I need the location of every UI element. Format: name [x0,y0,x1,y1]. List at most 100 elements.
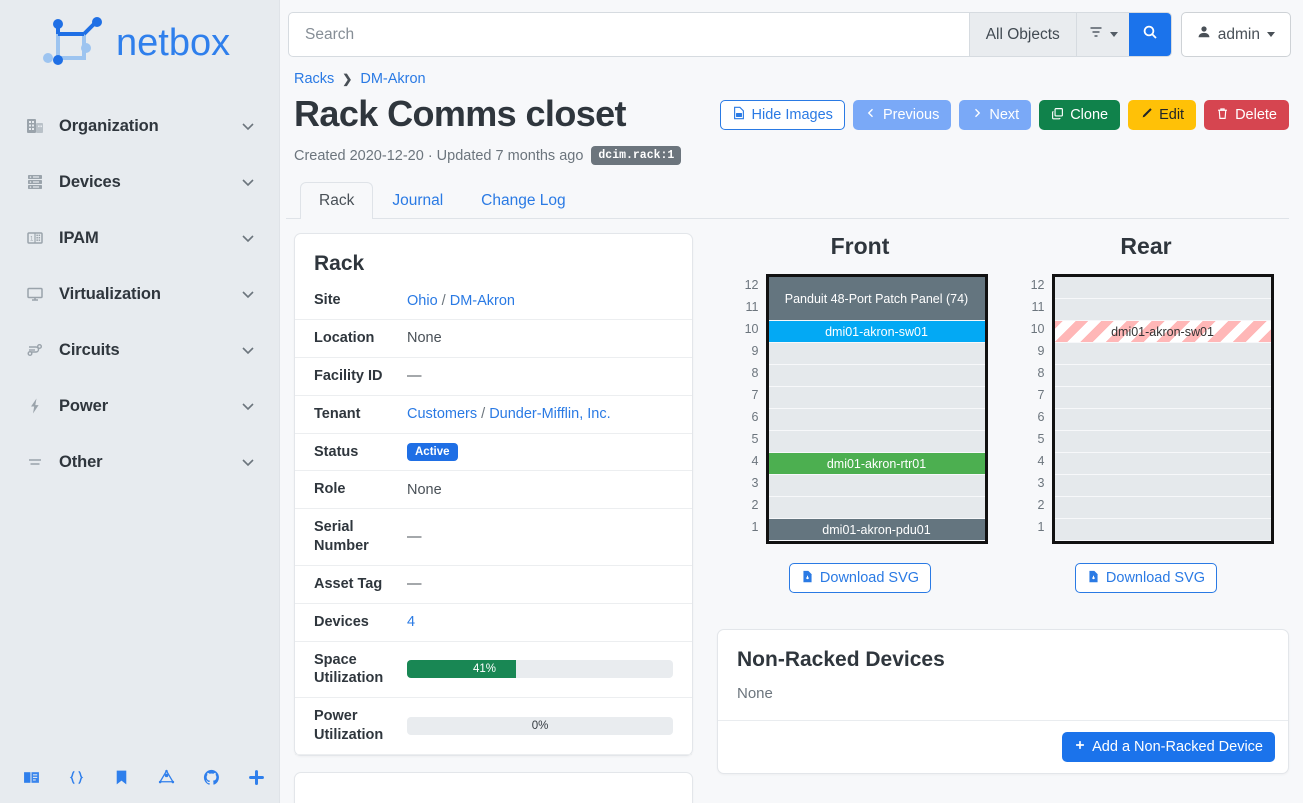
rack-unit-slot[interactable] [1054,387,1271,410]
rack-unit-number: 3 [751,476,759,491]
search-scope-select[interactable]: All Objects [968,13,1076,56]
action-buttons: Hide Images Previous Next [719,92,1289,130]
devices-count-link[interactable]: 4 [407,614,416,631]
breadcrumb-item-racks[interactable]: Racks [294,71,335,87]
netbox-logo[interactable]: netbox [0,0,279,76]
tab-journal[interactable]: Journal [392,192,444,210]
hide-images-button[interactable]: Hide Images [719,100,845,130]
chevron-down-icon[interactable] [239,229,257,247]
search-group: All Objects [288,12,1172,57]
breadcrumb-separator: ❯ [342,72,353,86]
delete-button[interactable]: Delete [1204,100,1289,130]
rack-device[interactable]: dmi01-akron-sw01 [1054,321,1271,344]
previous-button[interactable]: Previous [852,100,952,130]
rack-unit-slot[interactable] [1054,431,1271,454]
tenant-link[interactable]: Dunder-Mifflin, Inc. [489,406,611,423]
power-utilization-bar: 0% [407,717,673,736]
sidebar-item-organization[interactable]: Organization [0,98,279,154]
download-svg-rear-button[interactable]: Download SVG [1074,563,1218,594]
rack-unit-slot[interactable] [1054,409,1271,432]
rack-unit-number: 5 [751,432,759,447]
rack-unit-slot[interactable] [768,497,985,520]
sidebar-item-virtualization[interactable]: Virtualization [0,266,279,322]
rack-device[interactable]: dmi01-akron-rtr01 [768,453,985,476]
chevron-down-icon[interactable] [239,117,257,135]
non-racked-devices-empty: None [737,685,773,703]
row-key: Space Utilization [314,651,384,687]
front-download-row: Download SVG [788,563,932,594]
rack-device[interactable]: dmi01-akron-sw01 [768,321,985,344]
breadcrumb-item-site[interactable]: DM-Akron [360,71,426,87]
rack-unit-slot[interactable] [1054,497,1271,520]
rack-unit-slot[interactable] [1054,519,1271,542]
rack-unit-slot[interactable] [1054,453,1271,476]
main-area: All Objects admin [280,0,1303,803]
download-svg-front-button[interactable]: Download SVG [788,563,932,594]
edit-button[interactable]: Edit [1128,100,1197,130]
sidebar-item-power[interactable]: Power [0,378,279,434]
graphql-icon[interactable] [158,769,175,786]
rack-unit-number: 2 [1037,498,1045,513]
sidebar-item-ipam[interactable]: 1 IPAM [0,210,279,266]
chevron-down-icon[interactable] [239,285,257,303]
rack-unit-slot[interactable] [1054,299,1271,322]
add-non-racked-device-button[interactable]: Add a Non-Racked Device [1062,732,1275,763]
hide-images-label: Hide Images [751,107,833,123]
chevron-down-icon[interactable] [239,397,257,415]
rack-unit-number: 7 [751,388,759,403]
page-header: Racks ❯ DM-Akron Rack Comms closet Hide … [280,65,1303,220]
rack-device[interactable]: Panduit 48-Port Patch Panel (74) [768,277,985,322]
svg-text:1: 1 [30,237,34,243]
slack-icon[interactable] [248,769,265,786]
non-racked-devices-footer: Add a Non-Racked Device [718,720,1288,773]
lightning-bolt-icon [24,395,46,417]
rack-unit-slot[interactable] [1054,277,1271,300]
rack-unit-number: 10 [1030,322,1045,337]
rear-elevation: Rear 12 11 10 9 8 7 6 5 4 3 2 1 dmi01-akron-sw01 Do… [1003,233,1289,594]
rack-unit-slot[interactable] [768,365,985,388]
user-menu-button[interactable]: admin [1180,12,1291,57]
sidebar-item-devices[interactable]: Devices [0,154,279,210]
rack-unit-slot[interactable] [1054,475,1271,498]
search-submit-button[interactable] [1128,13,1171,56]
chevron-down-icon[interactable] [239,173,257,191]
table-row: Role None [295,471,692,509]
sidebar-item-circuits[interactable]: Circuits [0,322,279,378]
site-link[interactable]: DM-Akron [449,292,515,309]
rack-unit-number: 9 [1037,344,1045,359]
tab-rack[interactable]: Rack [300,182,374,220]
rack-unit-slot[interactable] [768,475,985,498]
rack-unit-number: 11 [1031,300,1045,315]
rack-device[interactable]: dmi01-akron-pdu01 [768,519,985,542]
search-input[interactable] [289,13,969,56]
tenant-group-link[interactable]: Customers [407,406,478,423]
bookmark-icon[interactable] [113,769,130,786]
api-braces-icon[interactable] [68,769,85,786]
rack-unit-slot[interactable] [1054,365,1271,388]
site-region-link[interactable]: Ohio [407,292,438,309]
search-filter-button[interactable] [1075,13,1129,56]
rack-unit-number: 5 [1037,432,1045,447]
rack-unit-number: 4 [751,454,759,469]
rack-unit-slot[interactable] [1054,343,1271,366]
rack-unit-slot[interactable] [768,343,985,366]
next-button[interactable]: Next [959,100,1032,130]
tab-change-log[interactable]: Change Log [481,192,566,210]
row-key: Tenant [314,405,361,422]
clone-button[interactable]: Clone [1039,100,1121,130]
sidebar-item-other[interactable]: Other [0,434,279,490]
sidebar-item-label: Virtualization [59,284,161,303]
rack-unit-number: 6 [1037,410,1045,425]
front-elevation: Front 12 11 10 9 8 7 6 5 4 3 2 1 Panduit 48-Port Pa… [717,233,1003,594]
row-key: Power Utilization [314,708,384,744]
chevron-down-icon[interactable] [239,341,257,359]
table-row: Asset Tag — [295,565,692,604]
github-icon[interactable] [203,769,220,786]
docs-book-icon[interactable] [23,769,40,786]
rack-unit-number: 10 [744,322,759,337]
rack-unit-slot[interactable] [768,387,985,410]
rack-unit-slot[interactable] [768,409,985,432]
chevron-down-icon[interactable] [239,453,257,471]
rear-rack-box: dmi01-akron-sw01 [1051,274,1274,545]
rack-unit-slot[interactable] [768,431,985,454]
